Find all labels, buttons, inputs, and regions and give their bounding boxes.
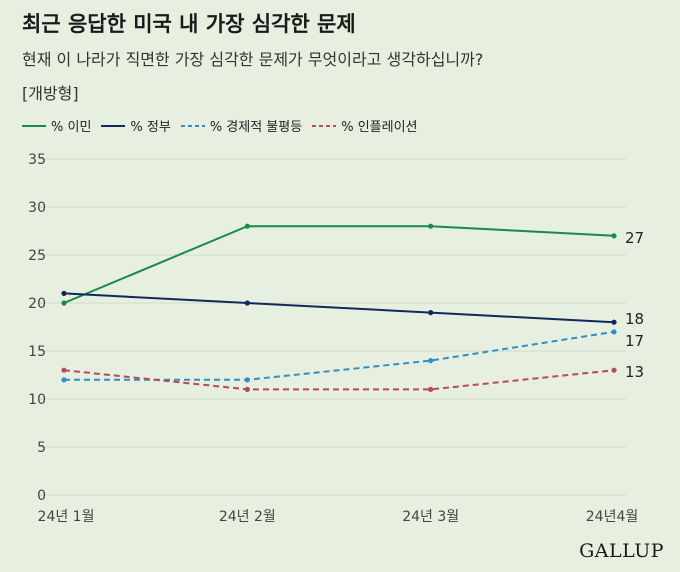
data-point-immigration: [244, 223, 250, 229]
data-point-inequality: [611, 329, 617, 335]
data-point-inflation: [428, 386, 434, 392]
legend-label: % 정부: [130, 120, 171, 135]
x-tick-label: 24년 1월: [38, 509, 95, 525]
data-point-inflation: [244, 386, 250, 392]
legend-swatch-inequality: [180, 124, 205, 127]
data-point-government: [611, 319, 617, 325]
legend-item-inequality: % 경제적 불평등: [180, 116, 303, 135]
data-point-immigration: [61, 300, 67, 306]
question-type-note: [개방형]: [22, 84, 79, 103]
legend-swatch-government: [101, 124, 126, 127]
y-tick-label: 0: [37, 488, 46, 504]
y-tick-label: 10: [28, 392, 46, 408]
legend-item-inflation: % 인플레이션: [312, 116, 418, 135]
y-tick-label: 5: [37, 440, 46, 456]
end-value-label-immigration: 27: [625, 229, 644, 247]
series-line-inequality: [64, 330, 615, 381]
data-point-inequality: [244, 377, 250, 383]
legend: % 이민 % 정부 % 경제적 불평등 % 인플레이션: [22, 116, 428, 135]
gallup-logo: GALLUP: [579, 540, 664, 562]
data-point-inflation: [61, 367, 67, 373]
legend-label: % 인플레이션: [341, 120, 418, 135]
data-point-immigration: [428, 223, 434, 229]
data-point-government: [61, 290, 67, 296]
end-value-label-government: 18: [625, 310, 644, 328]
series-line-immigration: [63, 225, 615, 304]
y-tick-label: 30: [28, 200, 46, 216]
data-point-inequality: [428, 358, 434, 364]
legend-swatch-immigration: [22, 124, 46, 127]
series-line-government: [63, 292, 615, 324]
legend-label: % 경제적 불평등: [209, 120, 303, 135]
data-point-immigration: [611, 233, 617, 239]
end-value-label-inflation: 13: [625, 363, 644, 381]
chart-subtitle: 현재 이 나라가 직면한 가장 심각한 문제가 무엇이라고 생각하십니까?: [22, 50, 484, 69]
y-tick-label: 35: [28, 152, 46, 168]
data-point-inflation: [611, 367, 617, 373]
legend-label: % 이민: [51, 120, 92, 135]
y-tick-label: 15: [28, 344, 46, 360]
x-tick-label: 24년 3월: [402, 509, 459, 525]
end-value-label-inequality: 17: [625, 332, 644, 350]
legend-item-government: % 정부: [101, 116, 171, 135]
y-tick-label: 25: [28, 248, 46, 264]
x-tick-label: 24년 2월: [219, 509, 276, 525]
data-point-government: [428, 310, 434, 316]
data-point-government: [244, 300, 250, 306]
data-point-inequality: [61, 377, 67, 383]
series-line-inflation: [63, 369, 615, 391]
x-tick-label: 24년4월: [586, 509, 638, 525]
legend-swatch-inflation: [312, 124, 337, 127]
y-tick-label: 20: [28, 296, 46, 312]
chart-title: 최근 응답한 미국 내 가장 심각한 문제: [22, 12, 356, 36]
legend-item-immigration: % 이민: [22, 116, 91, 135]
